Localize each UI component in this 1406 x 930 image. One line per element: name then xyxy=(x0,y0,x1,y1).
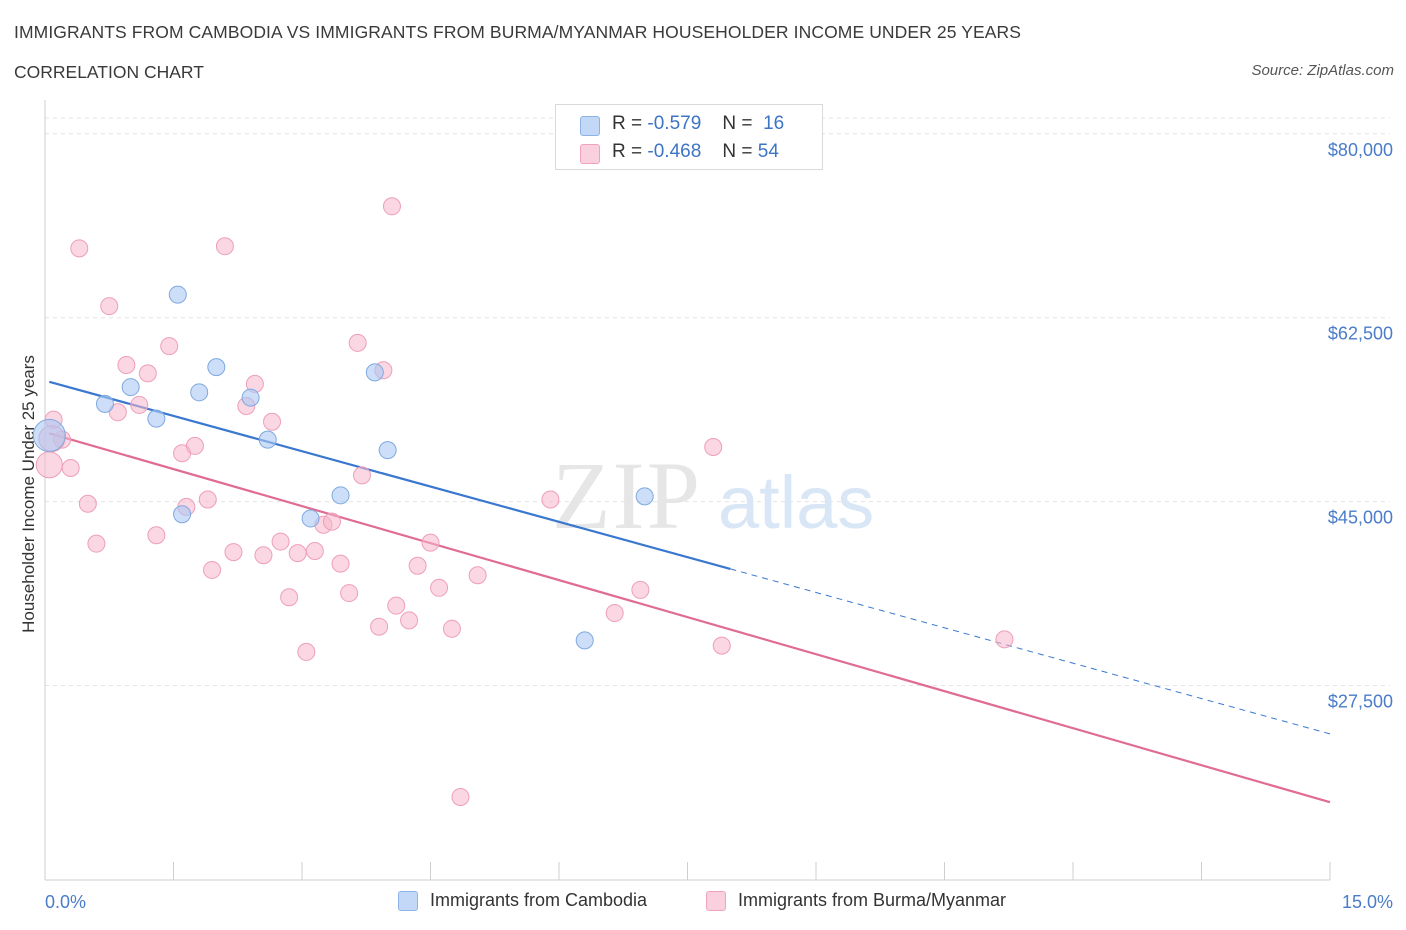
burma-point xyxy=(160,337,179,356)
cambodia-points xyxy=(32,285,654,650)
x-tick-label-end: 15.0% xyxy=(1342,892,1393,912)
burma-point xyxy=(421,533,440,552)
cambodia-swatch xyxy=(580,116,600,136)
y-tick-label: $45,000 xyxy=(1328,508,1393,528)
cambodia-point xyxy=(121,378,140,397)
cambodia-point xyxy=(331,486,350,505)
burma-point xyxy=(322,512,341,531)
burma-point xyxy=(704,437,723,456)
burma-point xyxy=(185,436,204,455)
burma-point xyxy=(100,297,119,316)
watermark-zip: ZIP xyxy=(552,442,702,549)
y-tick-label: $62,500 xyxy=(1328,324,1393,344)
y-tick-labels: $80,000 $62,500 $45,000 $27,500 xyxy=(1328,140,1393,712)
cambodia-n-value: 16 xyxy=(763,113,785,134)
burma-point xyxy=(280,588,299,607)
burma-point xyxy=(147,526,166,545)
y-tick-label: $27,500 xyxy=(1328,692,1393,712)
burma-point xyxy=(305,542,324,561)
burma-point xyxy=(254,546,273,565)
burma-point xyxy=(61,458,80,477)
cambodia-point xyxy=(378,441,397,460)
burma-point xyxy=(631,580,650,599)
cambodia-point xyxy=(635,487,654,506)
burma-point xyxy=(78,494,97,513)
bottom-cambodia-label: Immigrants from Cambodia xyxy=(430,890,648,910)
chart-title: IMMIGRANTS FROM CAMBODIA VS IMMIGRANTS F… xyxy=(14,22,1022,42)
legend-text-cambodia: R = -0.579 N = 16 xyxy=(612,113,784,135)
cambodia-point xyxy=(365,363,384,382)
cambodia-point xyxy=(207,358,226,377)
burma-points xyxy=(35,197,1014,806)
burma-point xyxy=(271,532,290,551)
burma-point xyxy=(382,197,401,216)
burma-trend-line xyxy=(48,432,1331,804)
burma-point xyxy=(108,403,127,422)
x-tick-label-start: 0.0% xyxy=(45,892,86,912)
cambodia-point xyxy=(258,430,277,449)
burma-point xyxy=(87,534,106,553)
cambodia-r-value: -0.579 xyxy=(647,113,702,134)
legend-text-burma: R = -0.468 N = 54 xyxy=(612,141,779,163)
chart-subtitle: CORRELATION CHART xyxy=(14,62,204,82)
bottom-burma-label: Immigrants from Burma/Myanmar xyxy=(738,890,1007,910)
y-tick-label: $80,000 xyxy=(1328,140,1393,160)
burma-point xyxy=(995,630,1014,649)
x-tick-labels: 0.0% 15.0% xyxy=(45,892,1393,912)
burma-point xyxy=(138,364,157,383)
burma-point xyxy=(203,560,222,579)
cambodia-point xyxy=(32,418,66,452)
cambodia-point xyxy=(241,388,260,407)
cambodia-trend-extension xyxy=(730,568,1331,735)
burma-point xyxy=(451,787,470,806)
burma-point xyxy=(387,596,406,615)
bottom-burma-swatch xyxy=(706,891,726,911)
cambodia-n-label: N = xyxy=(722,113,753,134)
watermark: ZIP atlas xyxy=(552,442,874,549)
cambodia-point xyxy=(147,409,166,428)
y-axis-label: Householder Income Under 25 years xyxy=(19,355,38,633)
cambodia-point xyxy=(173,505,192,524)
burma-point xyxy=(130,395,149,414)
burma-swatch xyxy=(580,144,600,164)
burma-point xyxy=(215,237,234,256)
burma-point xyxy=(352,466,371,485)
stats-legend: R = -0.579 N = 16 R = -0.468 N = 54 xyxy=(555,104,823,170)
burma-n-label: N = xyxy=(722,141,753,162)
cambodia-point xyxy=(575,631,594,650)
burma-point xyxy=(117,355,136,374)
burma-n-value: 54 xyxy=(757,141,779,162)
axes xyxy=(44,100,1331,881)
burma-point xyxy=(263,412,282,431)
burma-point xyxy=(712,636,731,655)
burma-point xyxy=(442,619,461,638)
burma-point xyxy=(605,604,624,623)
burma-point xyxy=(340,584,359,603)
burma-point xyxy=(288,544,307,563)
burma-point xyxy=(430,578,449,597)
cambodia-point xyxy=(95,394,114,413)
burma-point xyxy=(348,333,367,352)
burma-point xyxy=(297,642,316,661)
burma-point xyxy=(70,239,89,258)
burma-point xyxy=(35,451,63,479)
burma-point xyxy=(331,554,350,573)
burma-point xyxy=(198,490,217,509)
burma-point xyxy=(224,543,243,562)
watermark-atlas: atlas xyxy=(718,461,874,544)
burma-point xyxy=(541,490,560,509)
burma-point xyxy=(400,611,419,630)
burma-point xyxy=(468,566,487,585)
cambodia-point xyxy=(301,509,320,528)
source-credit: Source: ZipAtlas.com xyxy=(1251,62,1394,79)
burma-r-label: R = xyxy=(612,141,643,162)
burma-point xyxy=(408,556,427,575)
bottom-cambodia-swatch xyxy=(398,891,418,911)
burma-r-value: -0.468 xyxy=(647,141,702,162)
cambodia-point xyxy=(190,383,209,402)
burma-point xyxy=(370,617,389,636)
cambodia-point xyxy=(168,285,187,304)
cambodia-r-label: R = xyxy=(612,113,643,134)
